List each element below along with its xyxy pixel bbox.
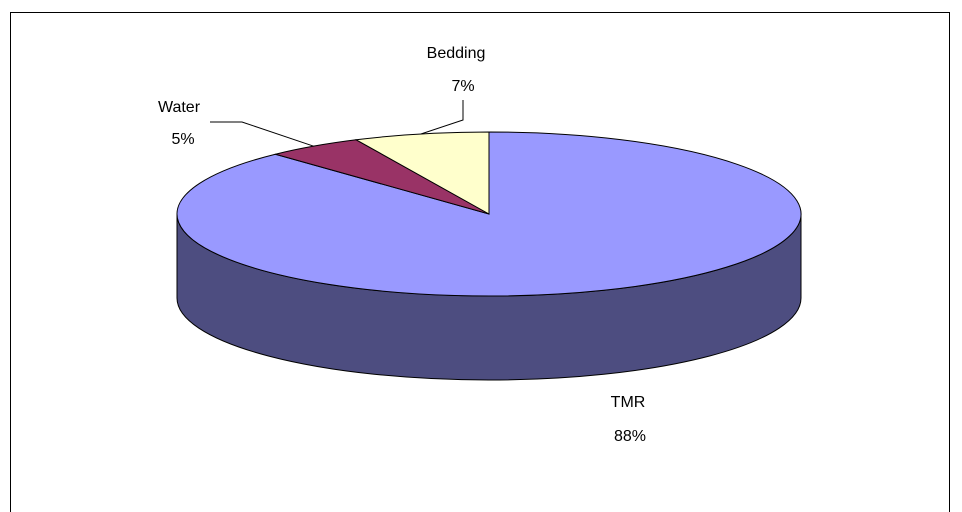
- leader-line-water: [210, 121, 314, 147]
- leader-line-bedding: [420, 100, 464, 135]
- pie-leader-lines: [210, 100, 464, 147]
- slice-label-water-value: 5%: [171, 131, 194, 148]
- slice-label-bedding-name: Bedding: [427, 45, 486, 62]
- slice-label-tmr-value: 88%: [614, 428, 646, 445]
- chart-frame: [10, 12, 950, 512]
- pie-tops: [176, 131, 802, 297]
- slice-label-tmr-name: TMR: [611, 394, 646, 411]
- slice-label-water-name: Water: [158, 99, 201, 116]
- slice-label-bedding-value: 7%: [451, 78, 474, 95]
